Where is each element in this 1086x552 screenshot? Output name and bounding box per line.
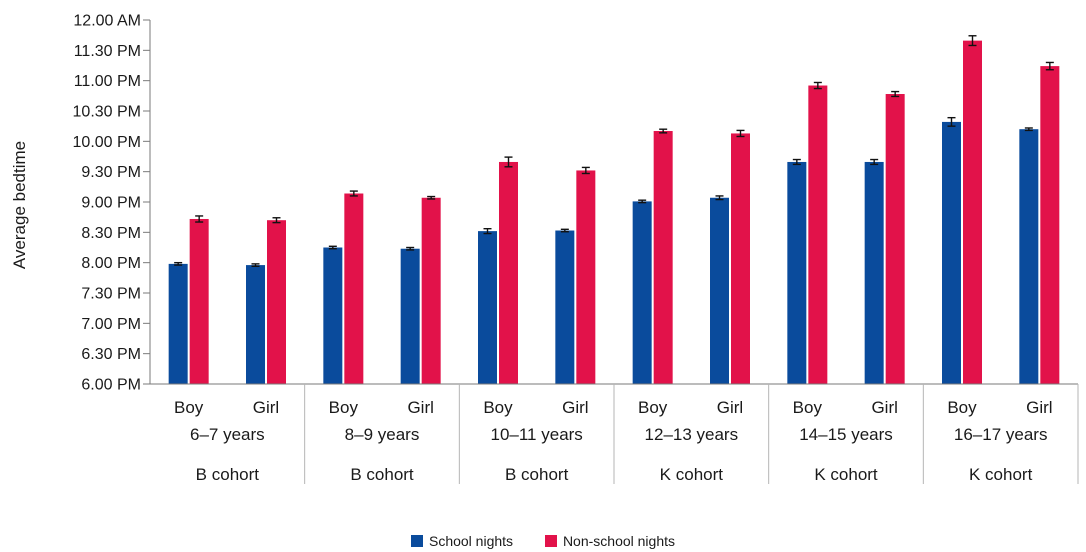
- bar: [632, 201, 652, 384]
- bar: [168, 263, 188, 384]
- bar: [478, 231, 497, 384]
- bar: [323, 247, 343, 384]
- y-tick-label: 11.30 PM: [74, 43, 141, 60]
- bar: [189, 218, 209, 384]
- x-tick-label-sex: Boy: [793, 398, 823, 417]
- bar: [1019, 129, 1039, 384]
- y-tick-label: 8.30 PM: [81, 225, 141, 242]
- x-tick-label-age: 14–15 years: [799, 425, 893, 444]
- x-tick-label-sex: Boy: [483, 398, 513, 417]
- x-tick-label-cohort: K cohort: [969, 465, 1033, 484]
- x-tick-label-sex: Girl: [562, 398, 588, 417]
- y-tick-label: 7.30 PM: [81, 286, 141, 303]
- x-tick-label-sex: Girl: [253, 398, 279, 417]
- y-axis-label: Average bedtime: [10, 141, 29, 269]
- bar: [400, 248, 420, 384]
- bar: [246, 265, 265, 384]
- y-tick-label: 6.00 PM: [81, 377, 141, 394]
- x-tick-label-cohort: K cohort: [814, 465, 878, 484]
- legend-item-non-school-nights: Non-school nights: [544, 533, 675, 549]
- bar: [864, 161, 884, 384]
- bar: [653, 131, 673, 384]
- bar: [421, 197, 441, 384]
- bar: [787, 161, 807, 384]
- y-tick-label: 9.30 PM: [81, 164, 141, 181]
- y-tick-label: 10.30 PM: [73, 104, 141, 121]
- x-tick-label-age: 10–11 years: [491, 425, 583, 444]
- x-tick-label-sex: Girl: [871, 398, 897, 417]
- bar: [344, 193, 364, 384]
- bar: [267, 220, 286, 384]
- y-tick-label: 10.00 PM: [73, 134, 141, 151]
- bar: [499, 161, 518, 384]
- legend: School nights Non-school nights: [0, 533, 1086, 550]
- bar: [710, 197, 729, 384]
- x-tick-label-age: 12–13 years: [645, 425, 739, 444]
- x-tick-label-sex: Boy: [947, 398, 977, 417]
- bar: [1040, 66, 1060, 385]
- y-tick-label: 9.00 PM: [81, 195, 141, 212]
- bar: [555, 230, 575, 384]
- legend-label-school-nights: School nights: [428, 533, 514, 549]
- x-tick-label-cohort: K cohort: [660, 465, 724, 484]
- x-tick-label-cohort: B cohort: [505, 465, 569, 484]
- y-tick-label: 6.30 PM: [81, 346, 141, 363]
- x-tick-label-cohort: B cohort: [350, 465, 414, 484]
- legend-swatch-school-nights: [410, 535, 423, 547]
- legend-label-non-school-nights: Non-school nights: [562, 533, 675, 549]
- x-tick-label-age: 16–17 years: [954, 425, 1048, 444]
- bar: [731, 133, 750, 384]
- bar: [808, 85, 828, 385]
- legend-swatch-non-school-nights: [544, 535, 557, 547]
- bar: [576, 170, 596, 384]
- x-tick-label-cohort: B cohort: [196, 465, 260, 484]
- bar: [963, 40, 982, 384]
- y-tick-label: 8.00 PM: [81, 255, 141, 272]
- y-tick-label: 12.00 AM: [73, 13, 141, 30]
- x-tick-label-sex: Boy: [174, 398, 204, 417]
- x-tick-label-sex: Girl: [717, 398, 743, 417]
- x-tick-label-sex: Girl: [407, 398, 433, 417]
- x-tick-label-sex: Girl: [1026, 398, 1052, 417]
- x-axis: Boy Girl 6–7 years B cohort Boy Girl 8–9 years…: [150, 383, 1079, 484]
- legend-item-school-nights: School nights: [410, 533, 514, 549]
- x-tick-label-age: 6–7 years: [190, 425, 265, 444]
- x-tick-label-sex: Boy: [638, 398, 668, 417]
- x-tick-label-sex: Boy: [329, 398, 359, 417]
- y-tick-label: 11.00 PM: [74, 73, 141, 90]
- bar: [942, 121, 961, 385]
- x-tick-label-age: 8–9 years: [345, 425, 420, 444]
- y-tick-label: 7.00 PM: [81, 316, 141, 333]
- y-axis: 6.00 PM 6.30 PM 7.00 PM 7.30 PM 8.00 PM 8.30 …: [73, 13, 151, 394]
- bar: [885, 94, 905, 384]
- bars: [168, 35, 1060, 385]
